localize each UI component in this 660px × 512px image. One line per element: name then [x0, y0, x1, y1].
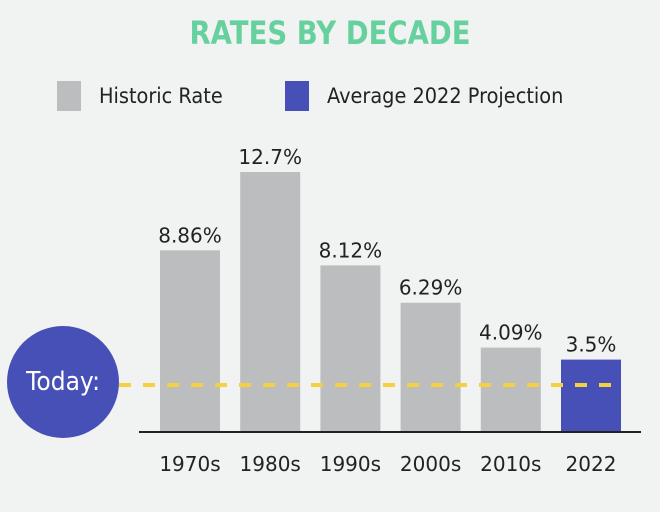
bar-1990s — [320, 265, 381, 431]
bar-value-label: 3.5% — [566, 333, 617, 357]
x-tick-label: 1970s — [159, 452, 220, 476]
bar-value-label: 6.29% — [399, 276, 463, 300]
legend-swatch-projection — [285, 81, 309, 111]
legend-label-historic: Historic Rate — [99, 84, 223, 108]
bar-value-label: 8.86% — [158, 223, 222, 247]
bar-value-label: 12.7% — [238, 145, 302, 169]
legend-label-projection: Average 2022 Projection — [327, 84, 564, 108]
bar-2022 — [561, 359, 621, 431]
legend-item-historic: Historic Rate — [57, 81, 234, 111]
x-tick-label: 1980s — [240, 452, 301, 476]
legend-item-projection: Average 2022 Projection — [285, 81, 584, 111]
chart-title: RATES BY DECADE — [189, 14, 471, 52]
legend-swatch-historic — [57, 81, 81, 111]
legend: Historic Rate Average 2022 Projection — [0, 81, 660, 113]
x-tick-label: 2010s — [480, 452, 541, 476]
x-tick-label: 1990s — [320, 452, 381, 476]
bar-2010s — [480, 347, 541, 431]
today-badge: Today: — [7, 326, 119, 438]
x-tick-label: 2000s — [400, 452, 461, 476]
today-label: Today: — [26, 367, 100, 397]
x-tick-label: 2022 — [566, 452, 617, 476]
bar-1970s — [160, 250, 220, 431]
bar-value-label: 8.12% — [319, 238, 383, 262]
bar-value-label: 4.09% — [479, 321, 543, 345]
bar-2000s — [400, 302, 461, 431]
bar-1980s — [240, 172, 301, 431]
